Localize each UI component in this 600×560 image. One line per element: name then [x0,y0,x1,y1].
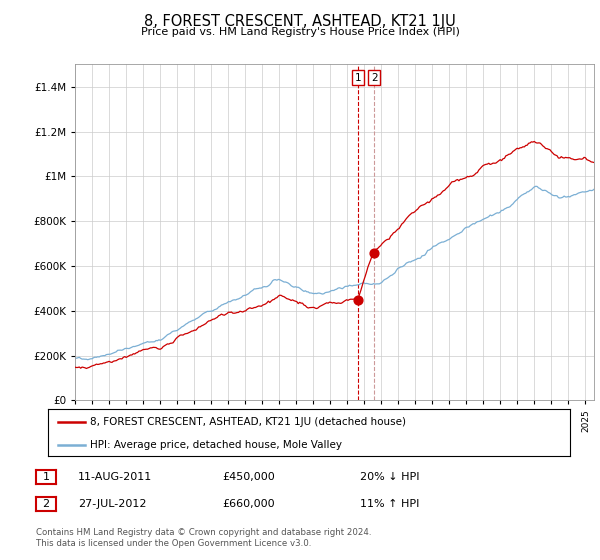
Point [353,295,362,304]
Point [370,248,379,257]
Text: HPI: Average price, detached house, Mole Valley: HPI: Average price, detached house, Mole… [90,440,342,450]
Text: £450,000: £450,000 [222,472,275,482]
Text: 8, FOREST CRESCENT, ASHTEAD, KT21 1JU: 8, FOREST CRESCENT, ASHTEAD, KT21 1JU [144,14,456,29]
Text: 1: 1 [355,73,361,83]
Text: 27-JUL-2012: 27-JUL-2012 [78,499,146,509]
Text: Price paid vs. HM Land Registry's House Price Index (HPI): Price paid vs. HM Land Registry's House … [140,27,460,37]
Text: 20% ↓ HPI: 20% ↓ HPI [360,472,419,482]
Text: £660,000: £660,000 [222,499,275,509]
Text: 1: 1 [43,472,49,482]
Text: 11-AUG-2011: 11-AUG-2011 [78,472,152,482]
Text: 8, FOREST CRESCENT, ASHTEAD, KT21 1JU (detached house): 8, FOREST CRESCENT, ASHTEAD, KT21 1JU (d… [90,417,406,427]
Text: 2: 2 [43,499,49,509]
Text: 2: 2 [371,73,377,83]
Text: 11% ↑ HPI: 11% ↑ HPI [360,499,419,509]
Text: Contains HM Land Registry data © Crown copyright and database right 2024.
This d: Contains HM Land Registry data © Crown c… [36,528,371,548]
